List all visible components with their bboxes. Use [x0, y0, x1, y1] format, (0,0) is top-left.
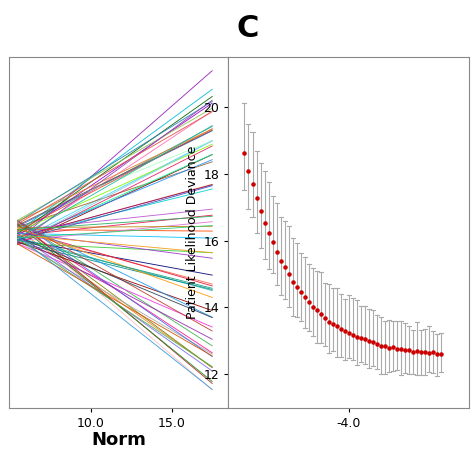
Point: [409, 348, 417, 356]
Point: [301, 293, 309, 301]
Point: [425, 349, 433, 357]
Point: [369, 338, 377, 346]
Point: [361, 336, 369, 343]
Point: [329, 320, 337, 328]
Point: [309, 303, 317, 311]
Point: [381, 342, 389, 350]
Point: [385, 344, 393, 351]
Point: [417, 348, 425, 356]
Point: [325, 318, 333, 325]
Point: [317, 310, 325, 318]
Point: [373, 340, 381, 348]
Point: [413, 347, 421, 355]
Point: [337, 325, 345, 333]
Point: [389, 343, 397, 351]
Point: [321, 314, 328, 321]
Point: [365, 337, 373, 345]
Point: [333, 322, 341, 330]
Point: [401, 346, 409, 354]
Point: [405, 346, 413, 354]
Point: [438, 351, 445, 358]
Point: [269, 238, 276, 246]
Point: [377, 342, 385, 349]
Point: [341, 328, 348, 335]
Point: [345, 329, 353, 337]
Point: [349, 331, 356, 339]
Point: [353, 333, 361, 340]
Point: [277, 257, 284, 264]
Point: [241, 149, 248, 157]
Point: [249, 181, 256, 188]
Point: [297, 288, 304, 296]
Text: C: C: [237, 14, 259, 43]
Point: [305, 298, 312, 306]
Point: [253, 194, 260, 201]
Point: [357, 335, 365, 342]
Point: [293, 283, 301, 291]
Point: [273, 248, 281, 256]
Point: [265, 229, 273, 237]
X-axis label: Norm: Norm: [91, 431, 146, 449]
Point: [257, 207, 264, 214]
Point: [397, 345, 405, 353]
Y-axis label: Patient Likelihood Deviance: Patient Likelihood Deviance: [186, 146, 200, 319]
Point: [261, 219, 268, 227]
Point: [289, 278, 296, 286]
Point: [393, 346, 401, 353]
Point: [429, 348, 437, 356]
Point: [433, 350, 441, 357]
Point: [313, 306, 320, 314]
Point: [281, 263, 288, 271]
Point: [421, 348, 429, 356]
Point: [285, 270, 292, 277]
Point: [245, 167, 252, 174]
